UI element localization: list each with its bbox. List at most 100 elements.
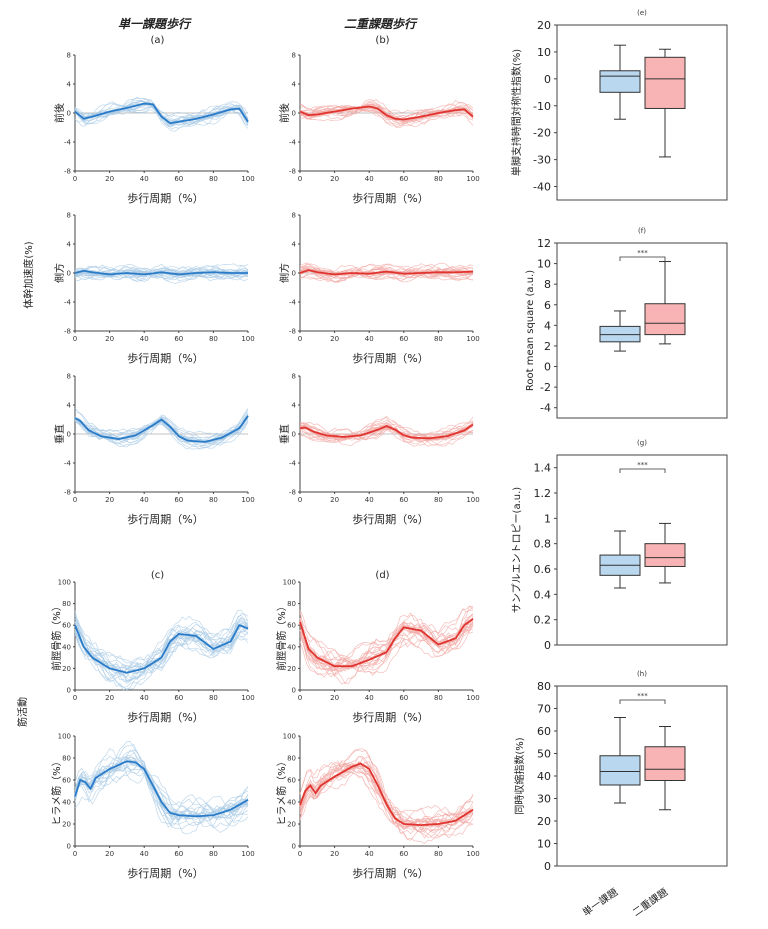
x-tick-label: 80: [434, 175, 443, 183]
y-tick-label: 4: [67, 402, 72, 410]
x-tick-label: 0: [298, 694, 302, 702]
mean-line: [299, 105, 474, 121]
box-chart-4: 0 10 20 30 40 50 60 70 80 同時収縮指数(%) (h) ***: [513, 670, 728, 873]
y-tick-label: 1: [544, 512, 551, 525]
y-tick-label: 10: [537, 838, 551, 851]
x-tick-label: 80: [209, 175, 218, 183]
y-tick-label: -20: [533, 127, 551, 140]
mean-line: [299, 269, 473, 276]
y-tick-label: 4: [292, 81, 297, 89]
y-tick-label: 100: [283, 733, 296, 741]
x-tick-label: 40: [365, 175, 374, 183]
y-axis-label: ヒラメ筋（%）: [50, 756, 63, 825]
y-axis-label: ヒラメ筋（%）: [275, 756, 288, 825]
plot-frame: [556, 685, 728, 867]
y-tick-label: 2: [544, 340, 551, 353]
y-tick-label: 8: [544, 278, 551, 291]
significance-label: ***: [637, 249, 648, 257]
y-tick-label: 80: [287, 600, 296, 608]
y-tick-label: -8: [289, 168, 296, 176]
mean-line: [299, 617, 474, 668]
x-tick-label: 20: [105, 496, 114, 504]
mean-line: [74, 102, 249, 125]
panel-label: (g): [637, 439, 647, 447]
x-tick-label: 0: [73, 850, 77, 858]
y-tick-label: 20: [62, 821, 71, 829]
y-tick-label: 12: [537, 237, 551, 250]
trial-line: [74, 414, 249, 448]
mean-line: [299, 762, 474, 827]
y-tick-label: 80: [62, 600, 71, 608]
x-axis-label: 歩行周期（%）: [127, 866, 203, 880]
x-tick-label: 100: [241, 175, 254, 183]
y-tick-label: 0: [67, 270, 71, 278]
y-tick-label: 4: [67, 81, 72, 89]
y-axis-label: 垂直: [278, 424, 291, 444]
panel-label: (h): [637, 670, 647, 678]
x-axis-label: 歩行周期（%）: [127, 512, 203, 526]
x-tick-label: 40: [365, 850, 374, 858]
y-axis-label: 側方: [278, 263, 291, 283]
y-tick-label: -10: [533, 100, 551, 113]
x-tick-label: 100: [466, 850, 479, 858]
box-iqr: [644, 56, 686, 109]
y-tick-label: 8: [67, 52, 71, 60]
x-axis-label: 歩行周期（%）: [352, 191, 428, 205]
y-tick-label: -4: [64, 139, 72, 147]
x-tick-label: 40: [365, 496, 374, 504]
x-tick-label: 60: [399, 496, 408, 504]
x-axis-label: 歩行周期（%）: [352, 866, 428, 880]
x-tick-label: 20: [330, 496, 339, 504]
x-tick-label: 60: [174, 694, 183, 702]
y-axis-label: Root mean square (a.u.): [525, 270, 536, 391]
x-tick-label: 0: [73, 335, 77, 343]
y-tick-label: 0: [67, 843, 71, 851]
y-tick-label: 70: [537, 703, 551, 716]
x-tick-label: 100: [466, 496, 479, 504]
y-tick-label: -30: [533, 154, 551, 167]
trial-line: [74, 409, 249, 448]
x-axis-label: 歩行周期（%）: [352, 710, 428, 724]
y-axis-label: 単脚支持時間対称性指数(%): [510, 49, 523, 176]
mean-line: [74, 760, 249, 818]
y-tick-label: 4: [544, 319, 551, 332]
trial-line: [74, 748, 249, 835]
trial-line: [299, 416, 474, 446]
x-tick-label: 100: [241, 850, 254, 858]
y-tick-label: 80: [62, 755, 71, 763]
y-tick-label: 1.2: [534, 487, 552, 500]
y-tick-label: -40: [533, 181, 551, 194]
group-label-trunk: 体幹加速度(%): [22, 241, 35, 308]
plot-frame: [556, 242, 728, 419]
category-label-dual: 二重課題: [630, 885, 670, 919]
line-chart-10: 0 20 40 60 80 100 0 20 40 60 80 100 歩行周期（%） ヒラメ筋（%）: [275, 733, 480, 881]
y-tick-label: -2: [540, 381, 551, 394]
trial-line: [299, 622, 474, 672]
x-tick-label: 40: [140, 175, 149, 183]
significance-label: ***: [637, 461, 648, 469]
x-tick-label: 20: [330, 175, 339, 183]
trial-line: [299, 613, 474, 672]
panel-label: (f): [638, 227, 646, 235]
trial-line: [299, 263, 474, 280]
x-tick-label: 20: [330, 694, 339, 702]
y-tick-label: 4: [292, 402, 297, 410]
x-tick-label: 40: [140, 850, 149, 858]
box-chart-3: 0 0.2 0.4 0.6 0.8 1 1.2 1.4 サンプルエントロピー(a.u.) (g) *…: [511, 439, 728, 652]
y-tick-label: 1.4: [534, 462, 552, 475]
trial-line: [74, 265, 249, 280]
y-axis-label: 前後: [53, 103, 66, 123]
x-tick-label: 0: [298, 850, 302, 858]
box-iqr: [599, 70, 641, 93]
x-tick-label: 100: [241, 335, 254, 343]
y-tick-label: 40: [537, 770, 551, 783]
x-tick-label: 100: [466, 694, 479, 702]
y-tick-label: -4: [289, 139, 297, 147]
y-tick-label: 0: [544, 361, 551, 374]
y-tick-label: 40: [287, 643, 296, 651]
line-chart-7: 0 20 40 60 80 100 0 20 40 60 80 100 歩行周期（%） 前脛骨筋（%） (c…: [50, 570, 255, 724]
